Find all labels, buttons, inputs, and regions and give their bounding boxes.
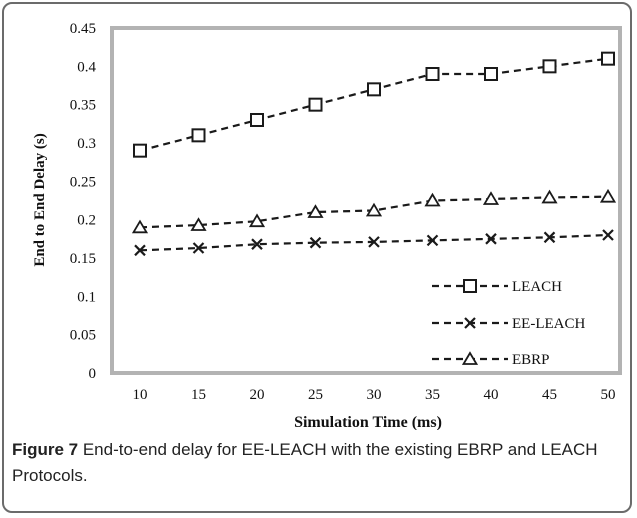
data-point-ebrp [424, 192, 441, 207]
legend-item-leach: LEACH [432, 279, 562, 295]
x-tick-label: 30 [367, 387, 382, 403]
figure-caption: Figure 7 End-to-end delay for EE-LEACH w… [12, 437, 622, 489]
legend: LEACH EE-LEACH EBRP [432, 279, 585, 368]
data-point-leach [542, 59, 557, 74]
y-tick-label: 0.15 [70, 251, 96, 267]
x-axis-title: Simulation Time (ms) [294, 414, 442, 430]
data-point-ebrp [365, 202, 383, 217]
data-point-ebrp [131, 219, 149, 234]
x-tick-label: 15 [191, 387, 206, 403]
legend-item-ee-leach: EE-LEACH [432, 316, 585, 332]
figure-frame [2, 2, 632, 513]
data-point-leach [133, 143, 147, 158]
data-point-ebrp [541, 189, 558, 204]
line-chart: 0 0.05 0.1 0.15 0.2 0.25 0.3 0.35 0.4 0.45 10 15 20… [32, 21, 622, 430]
y-tick-label: 0.1 [77, 289, 96, 305]
data-point-ee-leach [192, 242, 205, 254]
data-point-ee-leach [602, 229, 614, 241]
data-point-leach [484, 67, 498, 81]
data-point-ee-leach [251, 238, 263, 250]
data-point-ee-leach [426, 234, 439, 247]
y-axis-title: End to End Delay (s) [32, 133, 48, 266]
y-tick-label: 0 [89, 366, 97, 382]
data-point-ebrp [599, 188, 617, 203]
y-tick-label: 0.35 [70, 98, 96, 114]
y-axis-ticks: 0 0.05 0.1 0.15 0.2 0.25 0.3 0.35 0.4 0.45 [70, 21, 97, 382]
series-leach [133, 51, 615, 158]
y-tick-label: 0.05 [70, 328, 96, 344]
x-tick-label: 45 [542, 387, 557, 403]
data-point-ee-leach [134, 244, 146, 257]
data-point-ebrp [248, 213, 266, 228]
data-point-ebrp [307, 204, 324, 218]
legend-marker-ebrp [461, 351, 479, 365]
data-point-ee-leach [543, 231, 556, 244]
legend-label-leach: LEACH [512, 279, 562, 295]
series-line-leach [139, 57, 609, 152]
data-point-leach [601, 51, 615, 66]
data-point-ebrp [190, 217, 207, 231]
legend-marker-leach [463, 279, 477, 293]
x-axis-ticks: 10 15 20 25 30 35 40 45 50 [133, 387, 616, 403]
series-layer [131, 51, 617, 257]
y-tick-label: 0.2 [77, 213, 96, 229]
x-tick-label: 50 [601, 387, 616, 403]
figure-caption-text: End-to-end delay for EE-LEACH with the e… [12, 440, 598, 485]
data-point-ee-leach [309, 236, 322, 249]
plot-area [110, 26, 622, 375]
y-tick-label: 0.4 [77, 59, 96, 75]
series-ebrp [131, 188, 617, 234]
series-ee-leach [134, 229, 614, 257]
data-point-leach [250, 113, 264, 127]
x-tick-label: 20 [250, 387, 265, 403]
data-point-ee-leach [368, 236, 380, 248]
y-tick-label: 0.25 [70, 174, 96, 190]
data-point-ee-leach [485, 233, 497, 245]
x-tick-label: 10 [133, 387, 148, 403]
legend-label-ee-leach: EE-LEACH [512, 316, 585, 332]
y-tick-label: 0.3 [77, 136, 96, 152]
x-tick-label: 35 [425, 387, 440, 403]
legend-label-ebrp: EBRP [512, 352, 550, 368]
data-point-leach [191, 128, 206, 143]
data-point-ebrp [482, 191, 500, 205]
data-point-leach [425, 67, 440, 81]
x-tick-label: 25 [308, 387, 323, 403]
data-point-leach [308, 97, 323, 112]
figure-label: Figure 7 [12, 440, 79, 459]
legend-item-ebrp: EBRP [432, 351, 550, 368]
data-point-leach [367, 82, 381, 97]
x-tick-label: 40 [484, 387, 499, 403]
y-tick-label: 0.45 [70, 21, 96, 37]
legend-marker-ee-leach [464, 317, 476, 329]
